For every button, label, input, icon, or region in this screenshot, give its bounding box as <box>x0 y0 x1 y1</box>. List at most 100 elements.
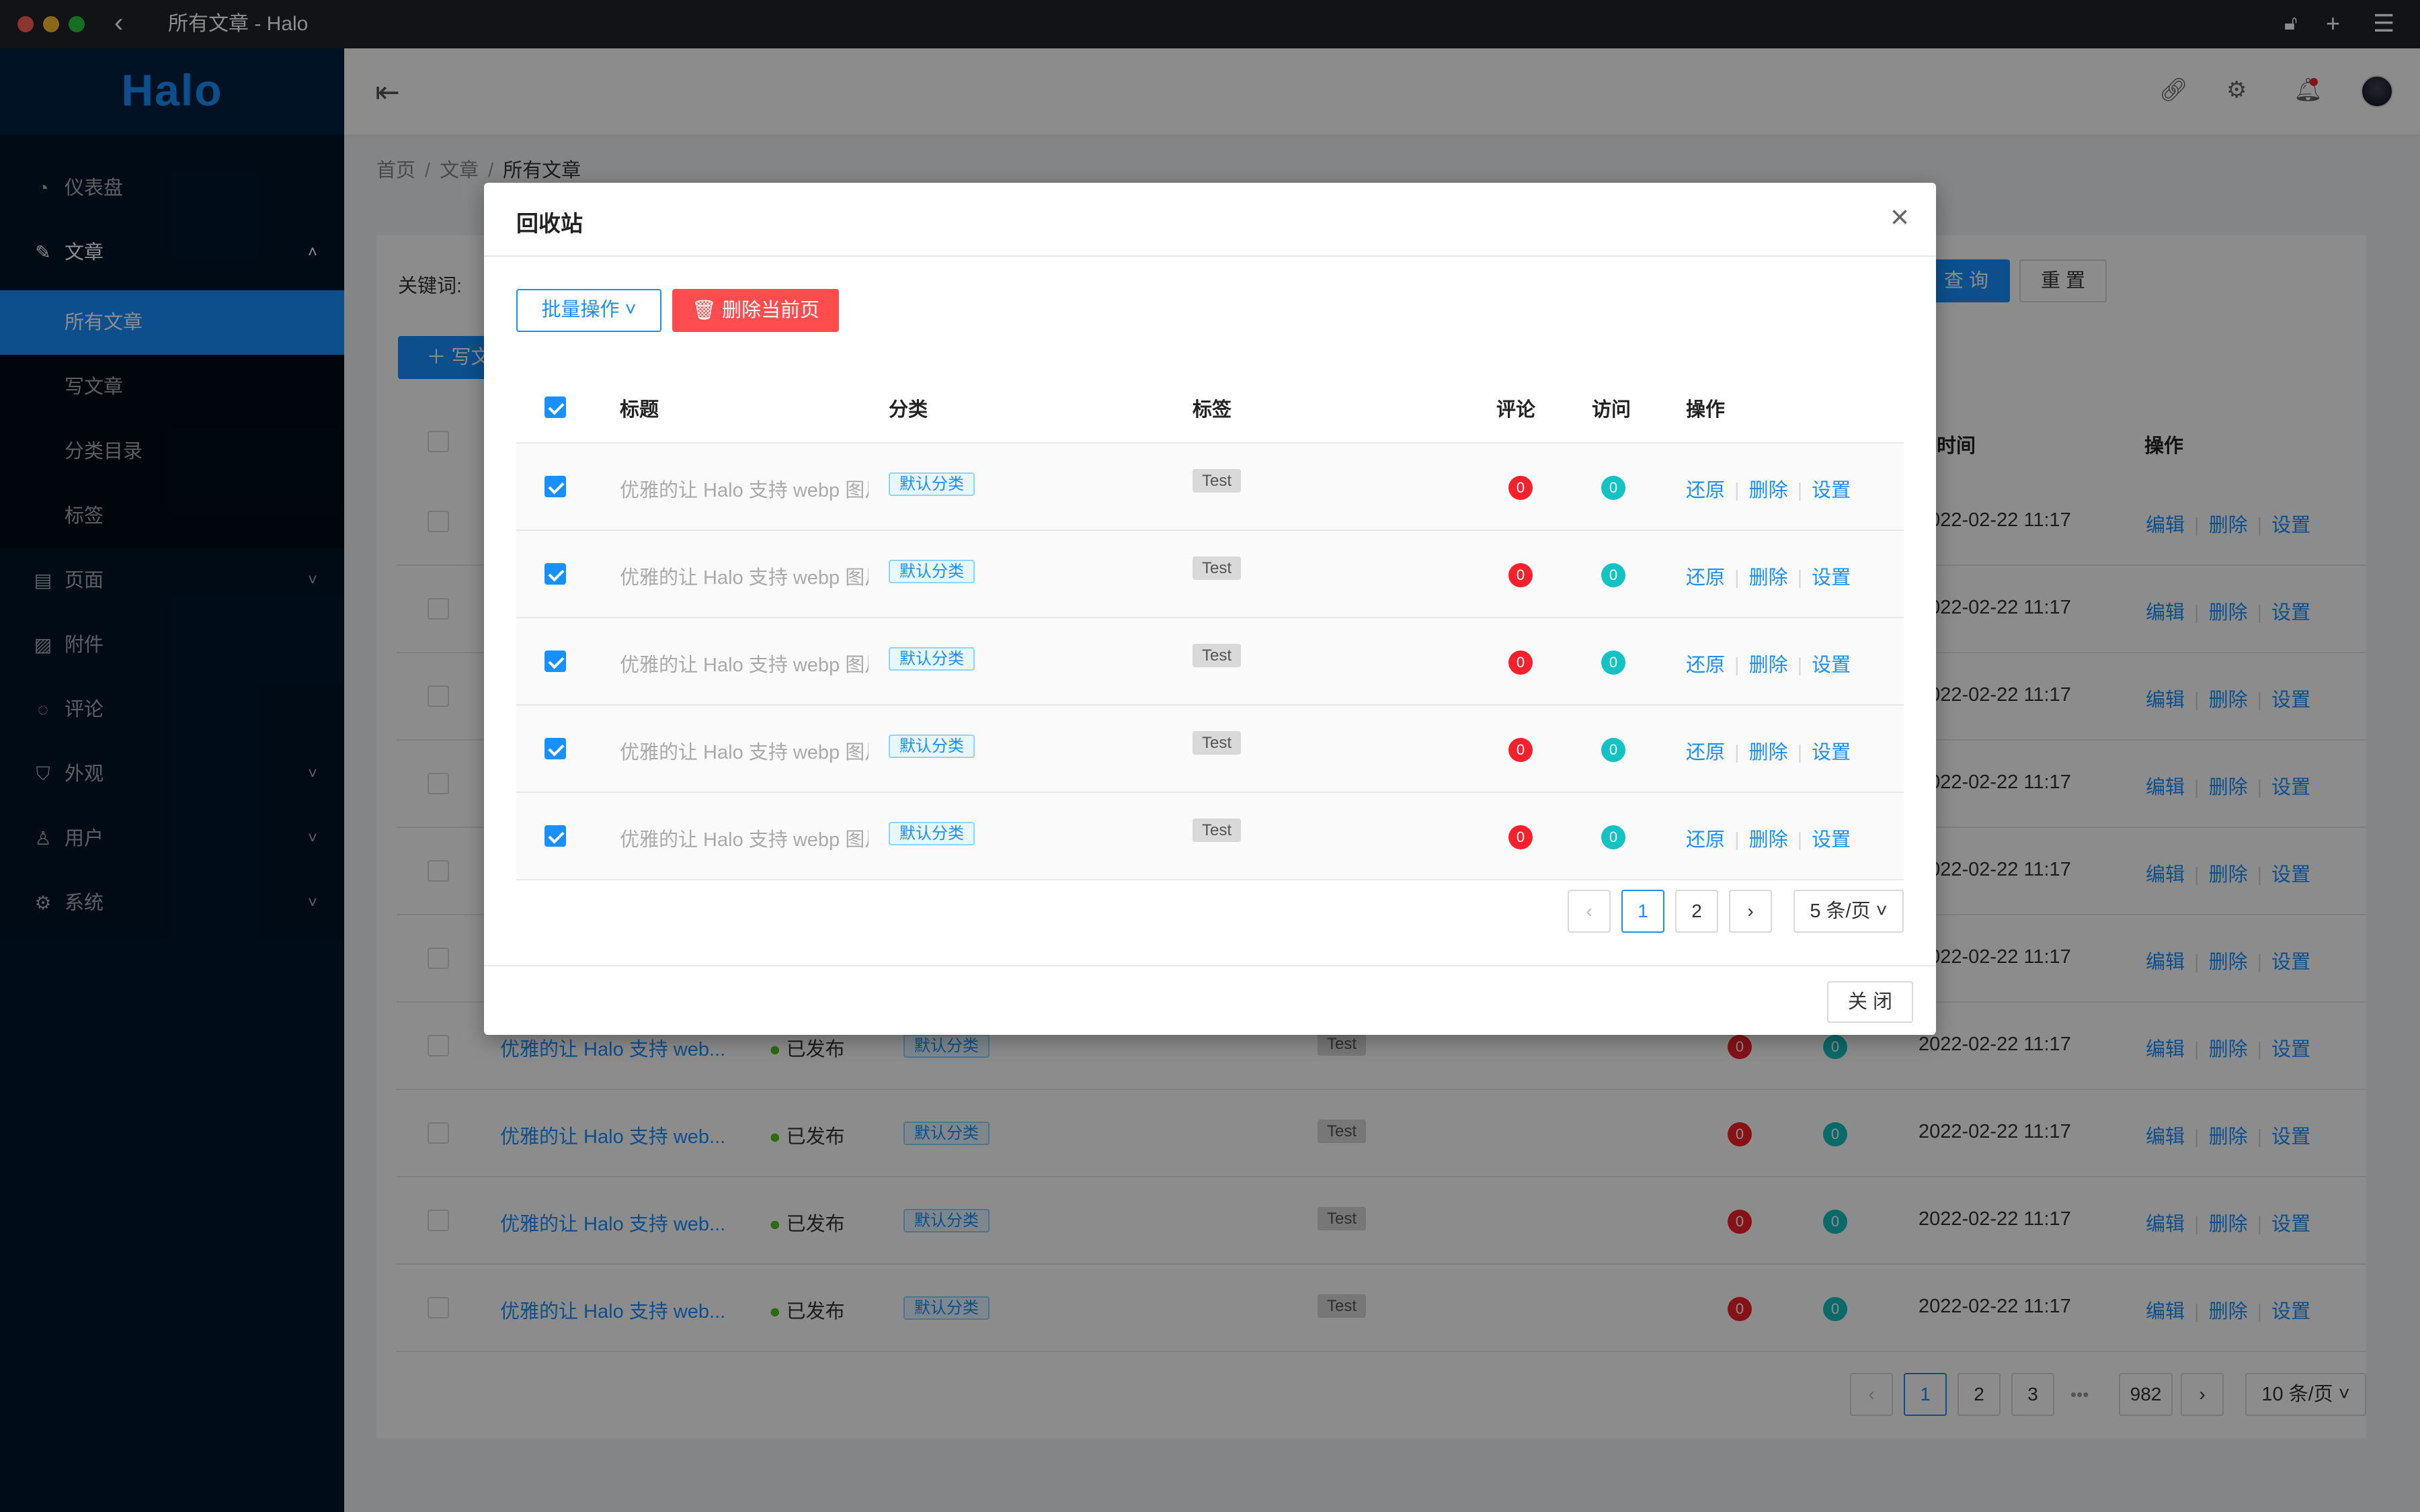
page-3-button[interactable]: 3 <box>2011 1373 2054 1416</box>
reset-button[interactable]: 重 置 <box>2019 259 2107 302</box>
row-checkbox[interactable] <box>428 1210 449 1231</box>
delete-button[interactable]: 删除 <box>2208 1039 2248 1060</box>
page-size-select[interactable]: 10 条/页 ˅ <box>2245 1373 2366 1416</box>
post-title-link[interactable]: 优雅的让 Halo 支持 web... <box>500 1039 726 1060</box>
settings-button[interactable]: 设置 <box>2271 952 2311 973</box>
row-checkbox[interactable] <box>428 1122 449 1144</box>
edit-button[interactable]: 编辑 <box>2146 515 2185 536</box>
sidebar-item-pages[interactable]: ▤ 页面 ˅ <box>0 548 344 613</box>
settings-button[interactable]: 设置 <box>1812 480 1851 501</box>
breadcrumb-posts[interactable]: 文章 <box>440 160 479 181</box>
delete-button[interactable]: 删除 <box>2208 864 2248 886</box>
edit-button[interactable]: 编辑 <box>2146 864 2185 886</box>
menu-fold-icon[interactable]: ⇤ <box>375 76 400 109</box>
settings-button[interactable]: 设置 <box>2271 1214 2311 1235</box>
settings-button[interactable]: 设置 <box>1812 655 1851 676</box>
delete-button[interactable]: 删除 <box>2208 1301 2248 1322</box>
breadcrumb-home[interactable]: 首页 <box>376 160 416 181</box>
page-1-button[interactable]: 1 <box>1621 890 1664 933</box>
row-checkbox[interactable] <box>428 1035 449 1056</box>
next-page-button[interactable]: › <box>2181 1373 2224 1416</box>
page-ellipsis[interactable]: ••• <box>2070 1384 2089 1404</box>
page-2-button[interactable]: 2 <box>1958 1373 2001 1416</box>
row-checkbox[interactable] <box>544 563 566 585</box>
select-all-checkbox[interactable] <box>544 396 566 418</box>
delete-button[interactable]: 删除 <box>1748 567 1788 589</box>
settings-button[interactable]: 设置 <box>1812 742 1851 763</box>
avatar[interactable] <box>2361 75 2393 108</box>
restore-button[interactable]: 还原 <box>1686 742 1726 763</box>
row-checkbox[interactable] <box>544 738 566 759</box>
delete-button[interactable]: 删除 <box>1748 655 1788 676</box>
sidebar-item-all-posts[interactable]: 所有文章 <box>0 290 344 355</box>
delete-button[interactable]: 删除 <box>1748 742 1788 763</box>
restore-button[interactable]: 还原 <box>1686 829 1726 851</box>
settings-button[interactable]: 设置 <box>2271 864 2311 886</box>
sidebar-item-categories[interactable]: 分类目录 <box>65 441 143 462</box>
batch-action-dropdown[interactable]: 批量操作 ˅ <box>516 289 661 332</box>
sidebar-item-posts[interactable]: ✎ 文章 ˄ <box>0 220 344 285</box>
delete-button[interactable]: 删除 <box>1748 829 1788 851</box>
delete-button[interactable]: 删除 <box>2208 777 2248 798</box>
delete-button[interactable]: 删除 <box>2208 1126 2248 1148</box>
row-checkbox[interactable] <box>428 773 449 794</box>
restore-button[interactable]: 还原 <box>1686 480 1726 501</box>
sidebar-item-appearance[interactable]: ⛉ 外观 ˅ <box>0 742 344 806</box>
sidebar-item-users[interactable]: ♙ 用户 ˅ <box>0 806 344 871</box>
edit-button[interactable]: 编辑 <box>2146 1214 2185 1235</box>
row-checkbox[interactable] <box>428 1297 449 1318</box>
delete-button[interactable]: 删除 <box>2208 952 2248 973</box>
sidebar-item-tags[interactable]: 标签 <box>65 505 104 527</box>
settings-button[interactable]: 设置 <box>2271 1126 2311 1148</box>
minimize-window-button[interactable] <box>43 16 59 32</box>
delete-current-page-button[interactable]: 🗑︎ 删除当前页 <box>672 289 839 332</box>
sidebar-item-dashboard[interactable]: ◔ 仪表盘 <box>0 156 344 220</box>
delete-button[interactable]: 删除 <box>2208 689 2248 711</box>
edit-button[interactable]: 编辑 <box>2146 689 2185 711</box>
post-title-link[interactable]: 优雅的让 Halo 支持 web... <box>500 1126 726 1148</box>
prev-page-button[interactable]: ‹ <box>1850 1373 1893 1416</box>
gear-icon[interactable]: ⚙ <box>2226 77 2247 103</box>
edit-button[interactable]: 编辑 <box>2146 777 2185 798</box>
row-checkbox[interactable] <box>544 650 566 672</box>
row-checkbox[interactable] <box>428 860 449 882</box>
sidebar-item-write-post[interactable]: 写文章 <box>65 376 124 398</box>
row-checkbox[interactable] <box>544 825 566 847</box>
edit-button[interactable]: 编辑 <box>2146 1039 2185 1060</box>
page-size-select[interactable]: 5 条/页 ˅ <box>1793 890 1904 933</box>
settings-button[interactable]: 设置 <box>2271 602 2311 624</box>
row-checkbox[interactable] <box>428 685 449 707</box>
settings-button[interactable]: 设置 <box>2271 515 2311 536</box>
post-title-link[interactable]: 优雅的让 Halo 支持 web... <box>500 1301 726 1322</box>
close-window-button[interactable] <box>17 16 34 32</box>
settings-button[interactable]: 设置 <box>2271 777 2311 798</box>
sidebar-item-system[interactable]: ⚙ 系统 ˅ <box>0 871 344 935</box>
next-page-button[interactable]: › <box>1729 890 1772 933</box>
page-982-button[interactable]: 982 <box>2119 1373 2173 1416</box>
row-checkbox[interactable] <box>428 511 449 532</box>
sidebar-item-comments[interactable]: ◌ 评论 <box>0 677 344 742</box>
settings-button[interactable]: 设置 <box>1812 567 1851 589</box>
maximize-window-button[interactable] <box>69 16 85 32</box>
delete-button[interactable]: 删除 <box>2208 515 2248 536</box>
row-checkbox[interactable] <box>428 598 449 620</box>
close-icon[interactable]: × <box>1890 200 1909 235</box>
logo[interactable]: Halo <box>0 48 344 134</box>
page-1-button[interactable]: 1 <box>1904 1373 1947 1416</box>
edit-button[interactable]: 编辑 <box>2146 952 2185 973</box>
sidebar-item-attachments[interactable]: ▨ 附件 <box>0 613 344 677</box>
settings-button[interactable]: 设置 <box>2271 1301 2311 1322</box>
row-checkbox[interactable] <box>428 948 449 969</box>
new-tab-icon[interactable]: + <box>2326 9 2341 37</box>
menu-icon[interactable]: ☰ <box>2373 9 2395 37</box>
settings-button[interactable]: 设置 <box>2271 689 2311 711</box>
edit-button[interactable]: 编辑 <box>2146 1301 2185 1322</box>
edit-button[interactable]: 编辑 <box>2146 602 2185 624</box>
restore-button[interactable]: 还原 <box>1686 655 1726 676</box>
edit-button[interactable]: 编辑 <box>2146 1126 2185 1148</box>
chevron-left-icon[interactable]: ‹ <box>114 8 124 38</box>
prev-page-button[interactable]: ‹ <box>1568 890 1611 933</box>
row-checkbox[interactable] <box>544 476 566 497</box>
page-2-button[interactable]: 2 <box>1675 890 1718 933</box>
link-icon[interactable]: 🔗︎ <box>2159 77 2189 103</box>
